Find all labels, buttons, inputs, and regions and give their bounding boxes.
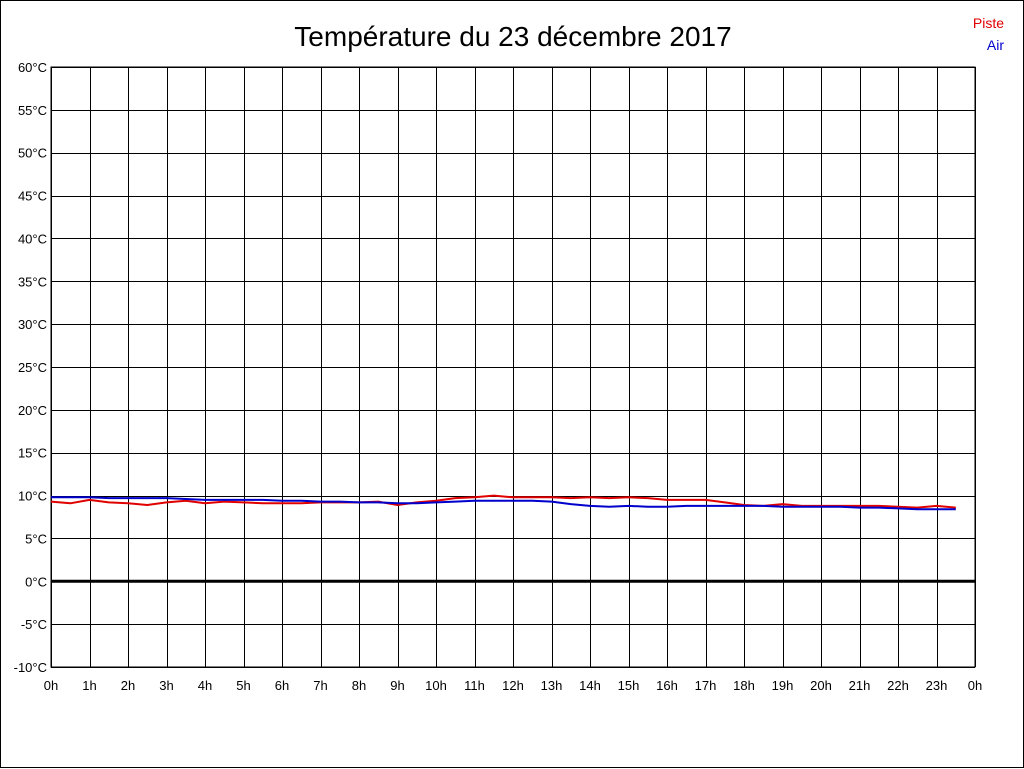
x-tick-label: 6h bbox=[275, 678, 289, 693]
x-tick-label: 9h bbox=[390, 678, 404, 693]
x-tick-label: 16h bbox=[656, 678, 678, 693]
x-tick-label: 12h bbox=[502, 678, 524, 693]
y-tick-label: 30°C bbox=[18, 317, 47, 332]
x-tick-label: 19h bbox=[772, 678, 794, 693]
y-tick-label: 35°C bbox=[18, 274, 47, 289]
tick-labels: 0h 1h 2h 3h 4h 5h 6h 7h 8h 9h 10h 11h 12h 13h 14h 15h 16… bbox=[14, 60, 983, 693]
x-tick-label: 14h bbox=[579, 678, 601, 693]
chart-title: Température du 23 décembre 2017 bbox=[294, 21, 731, 52]
x-tick-label: 23h bbox=[926, 678, 948, 693]
y-tick-label: 20°C bbox=[18, 403, 47, 418]
x-tick-label: 4h bbox=[198, 678, 212, 693]
x-tick-label: 20h bbox=[810, 678, 832, 693]
y-tick-label: 15°C bbox=[18, 446, 47, 461]
x-tick-label: 15h bbox=[618, 678, 640, 693]
y-tick-label: 45°C bbox=[18, 189, 47, 204]
legend-entry-piste: Piste bbox=[973, 15, 1004, 31]
y-tick-label: 0°C bbox=[25, 574, 47, 589]
x-tick-label: 18h bbox=[733, 678, 755, 693]
x-tick-label: 2h bbox=[121, 678, 135, 693]
x-tick-label: 10h bbox=[425, 678, 447, 693]
x-tick-label: 8h bbox=[352, 678, 366, 693]
x-tick-label: 0h bbox=[968, 678, 982, 693]
x-tick-label: 1h bbox=[82, 678, 96, 693]
y-tick-label: 25°C bbox=[18, 360, 47, 375]
y-tick-label: 10°C bbox=[18, 489, 47, 504]
x-tick-label: 22h bbox=[887, 678, 909, 693]
x-tick-label: 0h bbox=[44, 678, 58, 693]
y-tick-label: 55°C bbox=[18, 103, 47, 118]
y-tick-label: 40°C bbox=[18, 231, 47, 246]
x-tick-label: 21h bbox=[849, 678, 871, 693]
x-tick-label: 5h bbox=[236, 678, 250, 693]
y-tick-label: 50°C bbox=[18, 146, 47, 161]
y-tick-label: 5°C bbox=[25, 531, 47, 546]
x-tick-label: 13h bbox=[541, 678, 563, 693]
y-tick-label: -10°C bbox=[14, 660, 47, 675]
legend-entry-air: Air bbox=[987, 37, 1004, 53]
series-line-air bbox=[51, 496, 956, 511]
y-tick-label: -5°C bbox=[21, 617, 47, 632]
x-tick-label: 17h bbox=[695, 678, 717, 693]
legend: Piste Air bbox=[973, 15, 1004, 53]
series-lines bbox=[50, 494, 956, 511]
x-tick-label: 11h bbox=[464, 678, 485, 693]
x-tick-label: 3h bbox=[159, 678, 173, 693]
y-tick-label: 60°C bbox=[18, 60, 47, 75]
x-tick-label: 7h bbox=[313, 678, 327, 693]
grid-lines bbox=[50, 66, 976, 668]
